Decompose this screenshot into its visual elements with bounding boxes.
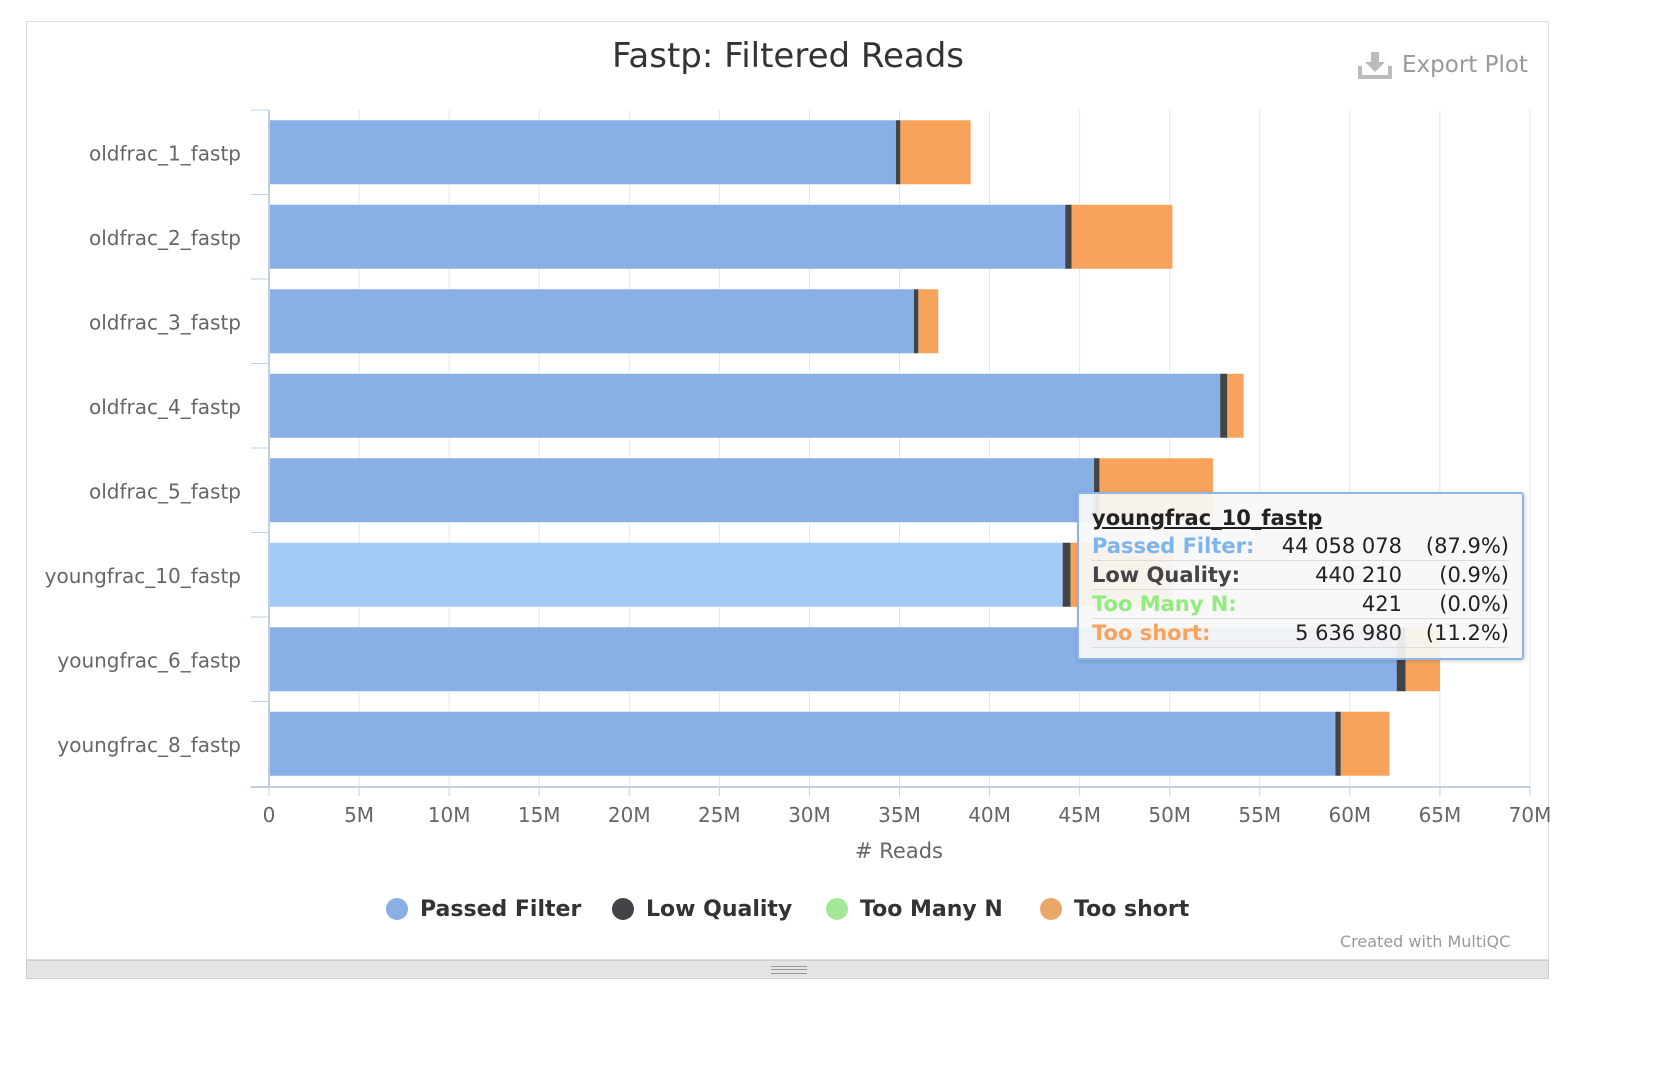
- x-tick-label: 35M: [878, 803, 921, 827]
- bar-too-short-oldfrac-3-fastp[interactable]: [918, 289, 939, 354]
- bar-passed-filter-youngfrac-8-fastp[interactable]: [269, 711, 1336, 776]
- x-tick-label: 0: [263, 803, 276, 827]
- bar-too-short-oldfrac-2-fastp[interactable]: [1071, 204, 1173, 269]
- y-tick-label: oldfrac_1_fastp: [89, 141, 241, 165]
- tooltip-value: 5 636 980: [1267, 618, 1402, 648]
- y-tick-label: youngfrac_8_fastp: [57, 733, 241, 757]
- legend-item-too-short[interactable]: Too short: [1040, 893, 1189, 925]
- tooltip-value: 421: [1267, 589, 1402, 619]
- x-tick-label: 60M: [1328, 803, 1371, 827]
- bar-low-quality-youngfrac-8-fastp[interactable]: [1335, 711, 1341, 776]
- export-plot-label: Export Plot: [1402, 52, 1528, 78]
- bar-passed-filter-oldfrac-5-fastp[interactable]: [269, 458, 1095, 523]
- legend-label-passed-filter: Passed Filter: [420, 896, 582, 922]
- tooltip-value: 440 210: [1267, 560, 1402, 590]
- legend-item-low-quality[interactable]: Low Quality: [612, 893, 792, 925]
- tooltip-percent: (87.9%): [1402, 532, 1509, 561]
- x-tick-label: 45M: [1058, 803, 1101, 827]
- bar-too-short-oldfrac-1-fastp[interactable]: [900, 120, 971, 185]
- bar-passed-filter-oldfrac-4-fastp[interactable]: [269, 373, 1221, 438]
- y-tick-label: oldfrac_4_fastp: [89, 395, 241, 419]
- x-tick-label: 30M: [788, 803, 831, 827]
- bar-too-short-oldfrac-4-fastp[interactable]: [1227, 373, 1244, 438]
- tooltip-percent: (0.0%): [1402, 589, 1509, 619]
- x-axis-title: # Reads: [855, 839, 943, 863]
- x-tick-label: 40M: [968, 803, 1011, 827]
- download-icon: [1358, 52, 1392, 79]
- x-tick-label: 5M: [344, 803, 374, 827]
- bar-low-quality-oldfrac-2-fastp[interactable]: [1065, 204, 1072, 269]
- bar-passed-filter-youngfrac-10-fastp[interactable]: [269, 542, 1063, 607]
- export-plot-button[interactable]: Export Plot: [1358, 48, 1528, 82]
- tooltip-label: Passed Filter:: [1092, 532, 1267, 561]
- bar-passed-filter-oldfrac-1-fastp[interactable]: [269, 120, 896, 185]
- x-tick-label: 25M: [698, 803, 741, 827]
- bar-low-quality-oldfrac-5-fastp[interactable]: [1094, 458, 1100, 523]
- bar-passed-filter-oldfrac-2-fastp[interactable]: [269, 204, 1066, 269]
- legend-item-passed-filter[interactable]: Passed Filter: [386, 893, 581, 925]
- bar-low-quality-oldfrac-1-fastp[interactable]: [895, 120, 901, 185]
- y-tick-label: oldfrac_5_fastp: [89, 479, 241, 503]
- legend-marker-low-quality: [612, 898, 634, 920]
- x-tick-label: 65M: [1419, 803, 1462, 827]
- legend-marker-too-short: [1040, 898, 1062, 920]
- tooltip-row-too-many-n: Too Many N: 421 (0.0%): [1092, 589, 1509, 619]
- tooltip-value: 44 058 078: [1267, 532, 1402, 561]
- tooltip-percent: (11.2%): [1402, 618, 1509, 648]
- chart-title: Fastp: Filtered Reads: [612, 36, 964, 76]
- bar-passed-filter-oldfrac-3-fastp[interactable]: [269, 289, 914, 354]
- legend-marker-too-many-n: [826, 898, 848, 920]
- x-tick-label: 20M: [608, 803, 651, 827]
- legend-label-too-many-n: Too Many N: [860, 896, 1003, 922]
- legend-item-too-many-n[interactable]: Too Many N: [826, 893, 1003, 925]
- resize-grip-icon: [771, 966, 807, 974]
- x-tick-label: 15M: [518, 803, 561, 827]
- tooltip-row-passed-filter: Passed Filter: 44 058 078 (87.9%): [1092, 532, 1509, 561]
- plot-resize-handle[interactable]: [26, 960, 1549, 979]
- tooltip-table: Passed Filter: 44 058 078 (87.9%) Low Qu…: [1092, 532, 1509, 648]
- x-tick-label: 10M: [428, 803, 471, 827]
- bar-low-quality-oldfrac-3-fastp[interactable]: [913, 289, 919, 354]
- y-tick-label: oldfrac_3_fastp: [89, 310, 241, 334]
- y-tick-label: youngfrac_6_fastp: [57, 648, 241, 672]
- tooltip-title: youngfrac_10_fastp: [1092, 506, 1323, 530]
- bar-low-quality-oldfrac-4-fastp[interactable]: [1220, 373, 1228, 438]
- bar-tooltip: youngfrac_10_fastp Passed Filter: 44 058…: [1077, 492, 1524, 660]
- legend-label-too-short: Too short: [1074, 896, 1190, 922]
- multiqc-credit[interactable]: Created with MultiQC: [1340, 932, 1511, 951]
- y-tick-label: oldfrac_2_fastp: [89, 226, 241, 250]
- x-tick-label: 50M: [1148, 803, 1191, 827]
- y-tick-label: youngfrac_10_fastp: [45, 564, 241, 588]
- tooltip-label: Too short:: [1092, 618, 1267, 648]
- tooltip-row-too-short: Too short: 5 636 980 (11.2%): [1092, 618, 1509, 648]
- x-tick-label: 55M: [1238, 803, 1281, 827]
- bar-too-short-youngfrac-8-fastp[interactable]: [1340, 711, 1390, 776]
- bar-low-quality-youngfrac-10-fastp[interactable]: [1062, 542, 1071, 607]
- tooltip-label: Low Quality:: [1092, 560, 1267, 590]
- tooltip-row-low-quality: Low Quality: 440 210 (0.9%): [1092, 560, 1509, 590]
- tooltip-label: Too Many N:: [1092, 589, 1267, 619]
- legend-label-low-quality: Low Quality: [646, 896, 793, 922]
- legend-marker-passed-filter: [386, 898, 408, 920]
- x-tick-label: 70M: [1509, 803, 1552, 827]
- tooltip-percent: (0.9%): [1402, 560, 1509, 590]
